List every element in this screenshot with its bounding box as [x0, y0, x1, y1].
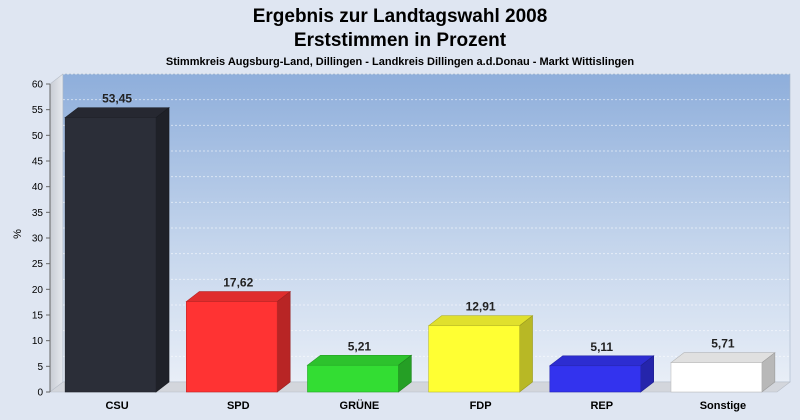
chart-title-line2: Erststimmen in Prozent: [294, 30, 507, 51]
x-tick-label: Sonstige: [700, 400, 746, 412]
bar-spd: 17,62: [185, 276, 292, 393]
bar-fdp: 12,91: [427, 300, 534, 393]
y-tick-label: 5: [37, 362, 43, 373]
bar-side: [155, 107, 170, 393]
bar-side: [276, 290, 291, 393]
y-axis-ticks: 0 5 10 15 20 25 30 35 40 45 50 55 60: [32, 80, 50, 399]
x-tick-label: REP: [590, 400, 613, 412]
y-tick-label: 50: [32, 131, 44, 142]
bar-top: [64, 107, 170, 118]
bar-front: [428, 325, 520, 393]
data-label: 5,71: [711, 337, 735, 351]
bar-series: 53,45 17,62 5,21 12,91 5,11 5,71: [64, 92, 776, 393]
bar-rep: 5,11: [548, 340, 655, 393]
chart-subtitle: Stimmkreis Augsburg-Land, Dillingen - La…: [166, 56, 635, 68]
y-tick-label: 40: [32, 182, 44, 193]
y-tick-label: 0: [37, 388, 43, 399]
plot-side-wall: [49, 73, 64, 393]
grid-lines: [63, 73, 790, 357]
bar-top: [670, 352, 776, 363]
x-tick-label: FDP: [470, 400, 492, 412]
data-label: 53,45: [102, 92, 132, 106]
chart-title: Ergebnis zur Landtagswahl 2008: [253, 6, 548, 27]
bar-top: [427, 315, 534, 327]
data-label: 12,91: [466, 300, 496, 314]
x-tick-label: GRÜNE: [340, 399, 380, 412]
y-tick-label: 25: [32, 259, 44, 270]
y-tick-label: 10: [32, 336, 44, 347]
bar-top: [185, 291, 292, 302]
data-label: 5,21: [348, 339, 372, 353]
bar-front: [549, 365, 641, 393]
bar-top: [548, 355, 655, 367]
bar-front: [307, 364, 399, 393]
y-tick-label: 30: [32, 234, 44, 245]
y-tick-label: 20: [32, 285, 44, 296]
y-axis-label: %: [12, 229, 24, 239]
data-label: 17,62: [223, 276, 253, 290]
y-tick-label: 35: [32, 208, 44, 219]
bar-side: [519, 315, 533, 393]
bar-sonstige: 5,71: [670, 337, 776, 393]
y-tick-label: 60: [32, 80, 44, 91]
bar-front: [64, 117, 157, 393]
x-axis-labels: CSU SPD GRÜNE FDP REP Sonstige: [105, 399, 746, 412]
bar-grüne: 5,21: [306, 339, 413, 393]
bar-csu: 53,45: [64, 92, 170, 393]
bar-top: [306, 354, 413, 366]
bar-front: [186, 301, 278, 393]
bar-front: [670, 362, 763, 393]
y-tick-label: 45: [32, 157, 44, 168]
data-label: 5,11: [590, 340, 613, 354]
x-tick-label: SPD: [227, 400, 250, 412]
y-tick-label: 15: [32, 311, 44, 322]
x-tick-label: CSU: [105, 400, 128, 412]
y-tick-label: 55: [32, 105, 44, 116]
